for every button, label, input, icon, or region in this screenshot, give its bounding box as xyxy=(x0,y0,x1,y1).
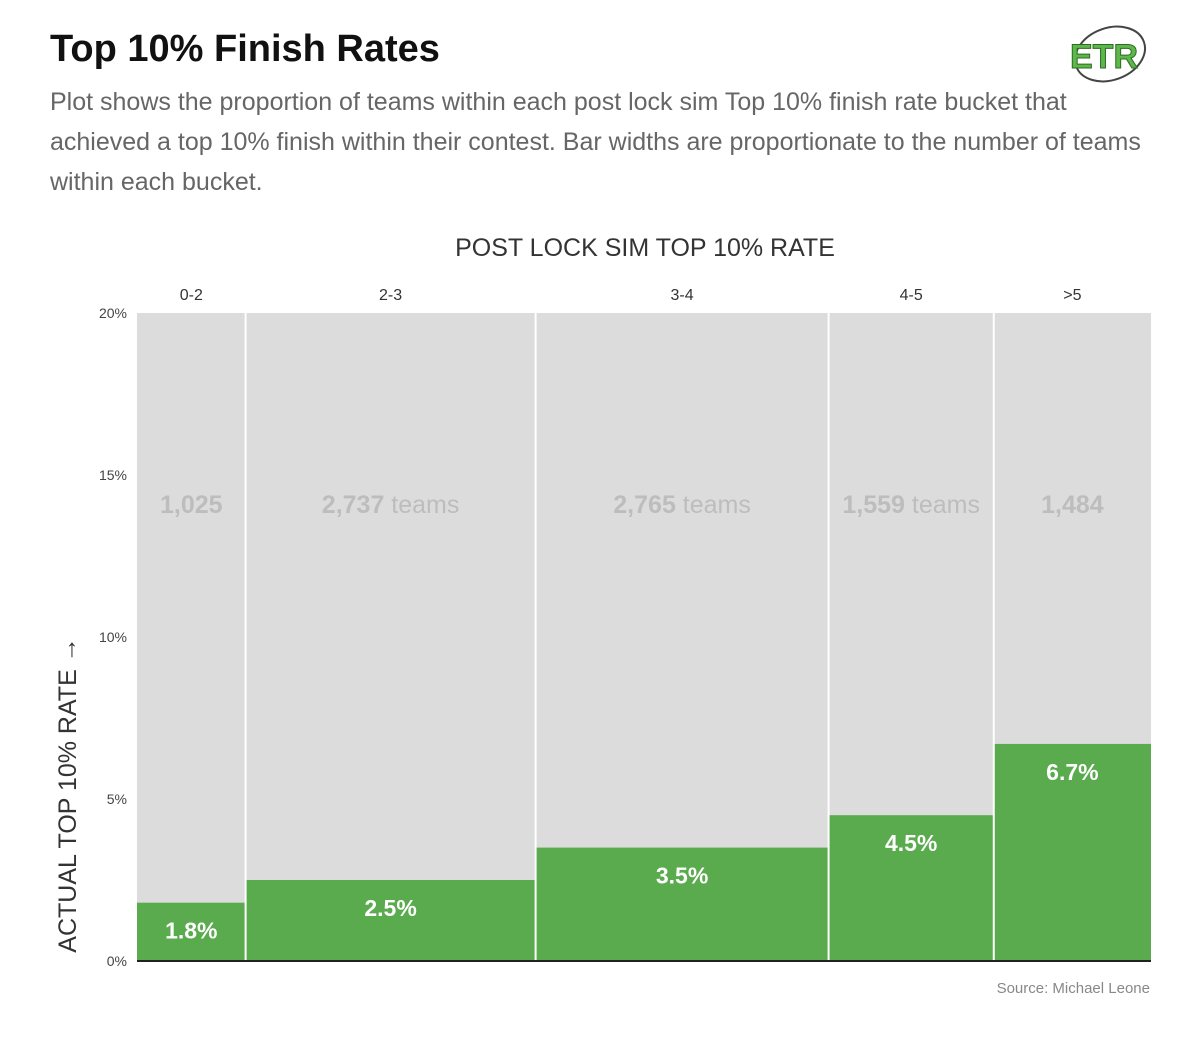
team-count-value: 1,025 xyxy=(160,491,223,519)
team-count-label: 1,484 xyxy=(1041,491,1104,519)
logo-text: ETR xyxy=(1070,38,1138,76)
y-tick-label: 15% xyxy=(99,467,127,483)
team-count-suffix: teams xyxy=(676,491,751,519)
team-count-value: 2,765 xyxy=(613,491,676,519)
team-count-label: 2,765 teams xyxy=(613,491,751,519)
etr-logo: ETR xyxy=(1070,25,1146,83)
y-tick-label: 0% xyxy=(107,953,127,969)
team-count-value: 2,737 xyxy=(322,491,385,519)
bucket-background xyxy=(245,313,536,961)
x-axis-title: POST LOCK SIM TOP 10% RATE xyxy=(455,234,835,262)
x-tick-label: >5 xyxy=(1063,287,1081,304)
x-tick-label: 0-2 xyxy=(180,287,203,304)
team-count-suffix: teams xyxy=(384,491,459,519)
bar-4-5 xyxy=(828,815,994,961)
chart-subtitle: Plot shows the proportion of teams withi… xyxy=(50,88,1141,196)
x-tick-label: 4-5 xyxy=(900,287,923,304)
bar-0-2 xyxy=(137,902,246,961)
bar-gt5 xyxy=(993,743,1151,961)
y-tick-label: 20% xyxy=(99,305,127,321)
source-note: Source: Michael Leone xyxy=(996,980,1150,997)
data-label: 3.5% xyxy=(656,863,708,889)
football-outline-icon xyxy=(1074,25,1146,83)
team-count-label: 1,025 xyxy=(160,491,223,519)
y-tick-label: 5% xyxy=(107,791,127,807)
y-axis-title: ACTUAL TOP 10% RATE → xyxy=(54,637,82,952)
bar-2-3 xyxy=(245,880,536,961)
data-label: 6.7% xyxy=(1046,759,1098,785)
bucket-background xyxy=(137,313,246,961)
data-label: 2.5% xyxy=(364,895,416,921)
team-count-label: 2,737 teams xyxy=(322,491,460,519)
data-label: 1.8% xyxy=(165,918,217,944)
data-label: 4.5% xyxy=(885,830,937,856)
team-count-label: 1,559 teams xyxy=(842,491,980,519)
team-count-suffix: teams xyxy=(905,491,980,519)
team-count-value: 1,484 xyxy=(1041,491,1104,519)
team-count-value: 1,559 xyxy=(842,491,905,519)
x-tick-label: 2-3 xyxy=(379,287,402,304)
y-tick-label: 10% xyxy=(99,629,127,645)
x-tick-label: 3-4 xyxy=(671,287,694,304)
bar-3-4 xyxy=(535,847,829,961)
chart-title: Top 10% Finish Rates xyxy=(50,28,440,70)
